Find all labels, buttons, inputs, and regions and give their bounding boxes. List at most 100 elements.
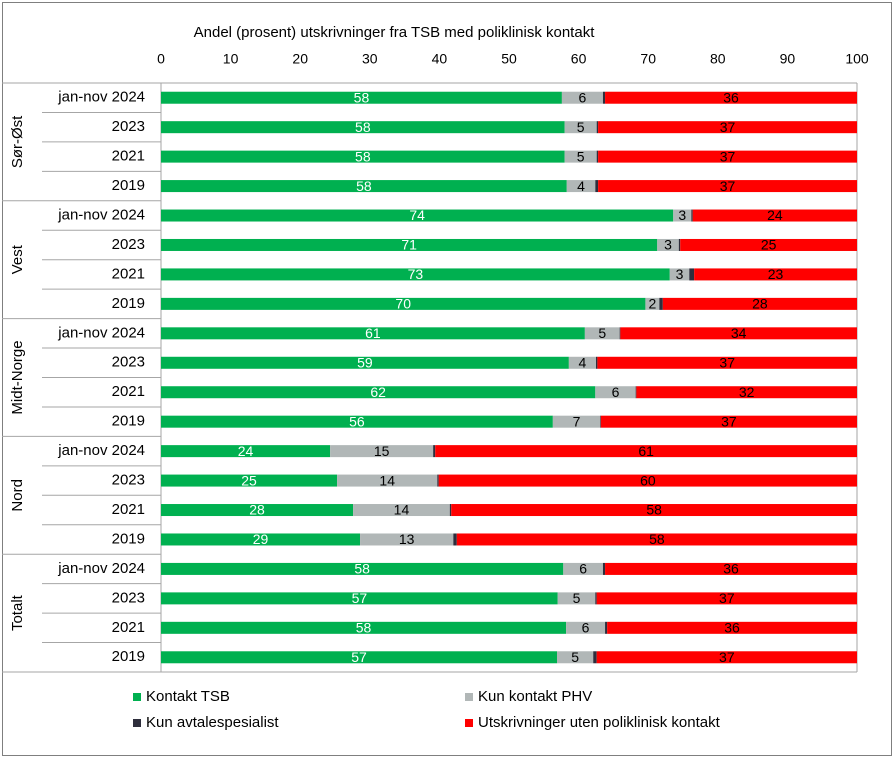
- data-label: 6: [582, 620, 590, 636]
- data-label: 36: [723, 89, 739, 105]
- data-label: 37: [719, 354, 735, 370]
- bar-segment: [593, 651, 597, 664]
- data-label: 58: [356, 178, 372, 194]
- legend-swatch: [465, 693, 473, 701]
- bar-segment: [597, 356, 857, 369]
- bar-segment: [584, 327, 620, 340]
- bar-segment: [161, 592, 558, 605]
- group-label: Midt-Norge: [9, 340, 26, 414]
- x-tick-label: 100: [845, 51, 869, 67]
- y-tick-label: 2023: [112, 354, 145, 371]
- data-label: 3: [676, 266, 684, 282]
- y-tick-label: jan-nov 2024: [57, 206, 145, 223]
- bar-segment: [453, 533, 457, 546]
- bar-segment: [161, 238, 658, 251]
- bar-segment: [607, 621, 857, 634]
- y-tick-label: 2019: [112, 648, 145, 665]
- data-label: 23: [768, 266, 784, 282]
- data-label: 24: [767, 207, 783, 223]
- data-label: 59: [357, 354, 373, 370]
- y-tick-label: 2021: [112, 265, 145, 282]
- bar-segment: [596, 592, 857, 605]
- y-tick-label: 2021: [112, 148, 145, 165]
- bar-segment: [568, 356, 596, 369]
- bar-segment: [566, 180, 596, 193]
- y-tick-label: 2023: [112, 236, 145, 253]
- bar-segment: [692, 209, 857, 222]
- bar-segment: [635, 386, 637, 399]
- bar-segment: [435, 445, 857, 458]
- data-label: 62: [370, 384, 386, 400]
- y-tick-label: 2021: [112, 619, 145, 636]
- data-label: 37: [719, 590, 735, 606]
- data-label: 60: [640, 472, 656, 488]
- y-tick-label: 2021: [112, 501, 145, 518]
- x-tick-label: 30: [362, 51, 378, 67]
- bar-segment: [657, 238, 679, 251]
- x-tick-label: 60: [571, 51, 587, 67]
- bar-segment: [561, 91, 603, 104]
- data-label: 6: [612, 384, 620, 400]
- bar-segment: [595, 386, 636, 399]
- bar-segment: [330, 445, 434, 458]
- y-tick-label: 2019: [112, 295, 145, 312]
- bar-segment: [360, 533, 454, 546]
- bar-segment: [598, 121, 857, 134]
- bar-segment: [605, 562, 857, 575]
- data-label: 28: [752, 296, 768, 312]
- bar-segment: [161, 651, 558, 664]
- group-label: Vest: [9, 244, 26, 274]
- y-tick-label: 2023: [112, 118, 145, 135]
- bar-segment: [598, 150, 857, 163]
- bar-segment: [451, 504, 857, 517]
- x-tick-label: 40: [432, 51, 448, 67]
- bar-segment: [691, 209, 693, 222]
- bar-segment: [552, 415, 601, 428]
- bar-segment: [659, 297, 663, 310]
- group-label: Nord: [9, 479, 26, 512]
- bar-segment: [449, 504, 452, 517]
- data-label: 36: [723, 561, 739, 577]
- bar-segment: [557, 651, 594, 664]
- bar-segment: [595, 180, 599, 193]
- legend-swatch: [133, 719, 141, 727]
- bar-segment: [598, 180, 857, 193]
- bar-segment: [161, 386, 596, 399]
- data-label: 13: [399, 531, 415, 547]
- bar-segment: [600, 415, 857, 428]
- bar-segment: [662, 297, 857, 310]
- bar-segment: [605, 91, 857, 104]
- data-label: 14: [379, 472, 395, 488]
- bar-segment: [438, 474, 857, 487]
- data-label: 4: [579, 354, 587, 370]
- bar-segment: [161, 621, 567, 634]
- data-label: 5: [571, 649, 579, 665]
- bar-segment: [161, 297, 646, 310]
- legend-label: Utskrivninger uten poliklinisk kontakt: [478, 714, 721, 731]
- y-tick-label: 2019: [112, 530, 145, 547]
- bar-segment: [161, 209, 674, 222]
- x-tick-label: 0: [157, 51, 165, 67]
- y-tick-label: 2023: [112, 589, 145, 606]
- bar-segment: [161, 504, 354, 517]
- data-label: 37: [720, 119, 736, 135]
- bar-segment: [337, 474, 438, 487]
- bar-segment: [437, 474, 439, 487]
- bar-segment: [595, 592, 597, 605]
- bar-segment: [161, 415, 553, 428]
- bar-segment: [566, 621, 606, 634]
- data-label: 3: [664, 237, 672, 253]
- y-tick-label: jan-nov 2024: [57, 324, 145, 341]
- data-label: 37: [720, 178, 736, 194]
- data-label: 7: [573, 413, 581, 429]
- bar-segment: [600, 415, 601, 428]
- bar-segment: [161, 356, 569, 369]
- bar-segment: [596, 651, 857, 664]
- data-label: 58: [355, 119, 371, 135]
- bar-segment: [161, 91, 562, 104]
- y-tick-label: jan-nov 2024: [57, 560, 145, 577]
- x-tick-label: 80: [710, 51, 726, 67]
- y-tick-label: jan-nov 2024: [57, 89, 145, 106]
- data-label: 58: [354, 89, 370, 105]
